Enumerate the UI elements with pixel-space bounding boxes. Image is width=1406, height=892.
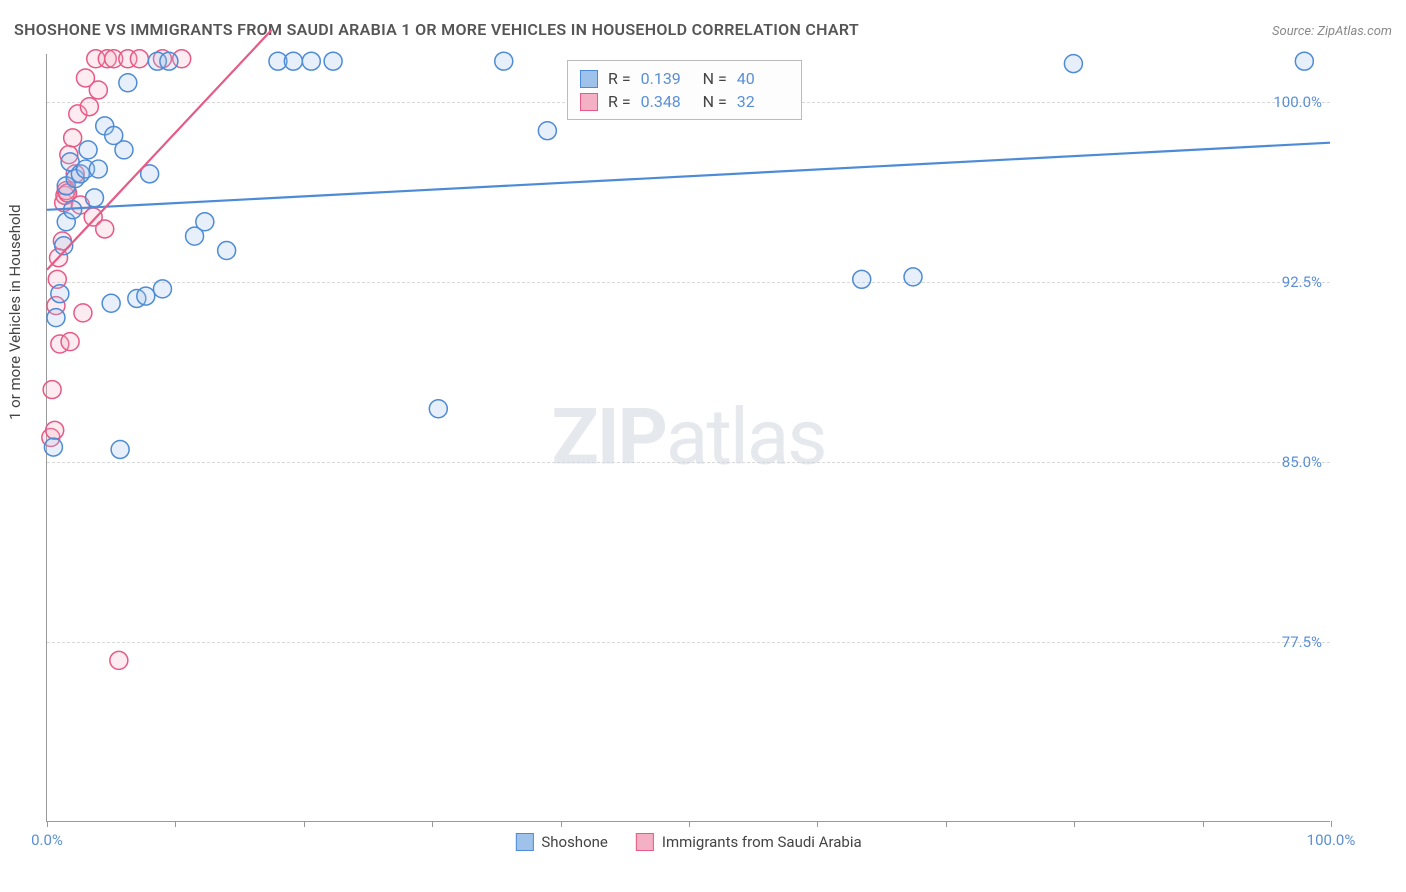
chart-title: SHOSHONE VS IMMIGRANTS FROM SAUDI ARABIA… xyxy=(14,20,859,39)
data-point xyxy=(1295,52,1313,70)
data-point xyxy=(80,98,98,116)
data-point xyxy=(102,294,120,312)
r-value-shoshone: 0.139 xyxy=(641,69,693,88)
x-tick xyxy=(817,821,818,827)
data-point xyxy=(46,421,64,439)
x-tick xyxy=(432,821,433,827)
data-point xyxy=(89,81,107,99)
x-tick xyxy=(175,821,176,827)
data-point xyxy=(119,74,137,92)
data-point xyxy=(61,333,79,351)
data-point xyxy=(115,141,133,159)
data-point xyxy=(853,270,871,288)
data-point xyxy=(1064,55,1082,73)
data-point xyxy=(160,52,178,70)
data-point xyxy=(904,268,922,286)
data-point xyxy=(96,220,114,238)
x-tick xyxy=(1331,821,1332,827)
data-point xyxy=(324,52,342,70)
y-tick-label: 92.5% xyxy=(1282,273,1322,291)
swatch-saudi xyxy=(636,833,654,851)
data-point xyxy=(47,309,65,327)
data-point xyxy=(218,242,236,260)
legend-row-saudi: R = 0.348 N = 32 xyxy=(580,90,789,113)
data-point xyxy=(153,280,171,298)
y-tick-label: 77.5% xyxy=(1282,633,1322,651)
y-tick-label: 100.0% xyxy=(1273,93,1322,111)
legend-label-saudi: Immigrants from Saudi Arabia xyxy=(662,833,862,851)
swatch-shoshone xyxy=(580,70,598,88)
n-value-saudi: 32 xyxy=(737,92,789,111)
data-point xyxy=(110,651,128,669)
data-point xyxy=(79,141,97,159)
series-legend: Shoshone Immigrants from Saudi Arabia xyxy=(515,833,861,851)
legend-label-shoshone: Shoshone xyxy=(541,833,608,851)
data-point xyxy=(196,213,214,231)
x-tick xyxy=(946,821,947,827)
trend-line xyxy=(47,143,1330,210)
x-tick xyxy=(47,821,48,827)
data-point xyxy=(44,438,62,456)
x-tick xyxy=(561,821,562,827)
correlation-legend: R = 0.139 N = 40 R = 0.348 N = 32 xyxy=(567,60,802,120)
data-point xyxy=(89,160,107,178)
plot-area: ZIPatlas R = 0.139 N = 40 R = 0.348 N = … xyxy=(46,54,1330,822)
y-tick-label: 85.0% xyxy=(1282,453,1322,471)
title-bar: SHOSHONE VS IMMIGRANTS FROM SAUDI ARABIA… xyxy=(14,20,1392,39)
data-point xyxy=(111,440,129,458)
data-point xyxy=(85,189,103,207)
data-point xyxy=(429,400,447,418)
data-point xyxy=(51,285,69,303)
data-point xyxy=(302,52,320,70)
data-point xyxy=(74,304,92,322)
data-point xyxy=(137,287,155,305)
x-tick-label: 100.0% xyxy=(1307,831,1356,849)
x-tick xyxy=(1074,821,1075,827)
n-value-shoshone: 40 xyxy=(737,69,789,88)
swatch-saudi xyxy=(580,93,598,111)
data-point xyxy=(495,52,513,70)
swatch-shoshone xyxy=(515,833,533,851)
data-point xyxy=(43,381,61,399)
x-tick xyxy=(689,821,690,827)
scatter-plot-svg xyxy=(47,54,1330,821)
r-value-saudi: 0.348 xyxy=(641,92,693,111)
x-tick xyxy=(304,821,305,827)
data-point xyxy=(130,50,148,68)
data-point xyxy=(64,129,82,147)
legend-row-shoshone: R = 0.139 N = 40 xyxy=(580,67,789,90)
source-attribution: Source: ZipAtlas.com xyxy=(1272,24,1392,39)
y-axis-label: 1 or more Vehicles in Household xyxy=(6,204,24,420)
data-point xyxy=(538,122,556,140)
x-tick-label: 0.0% xyxy=(31,831,63,849)
data-point xyxy=(284,52,302,70)
x-tick xyxy=(1203,821,1204,827)
